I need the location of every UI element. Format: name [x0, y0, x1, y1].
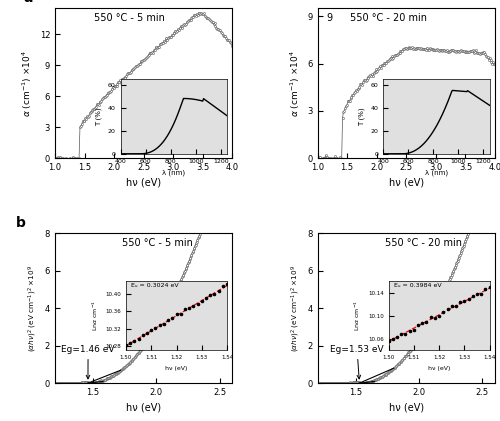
X-axis label: hν (eV): hν (eV)	[388, 178, 424, 188]
X-axis label: hν (eV): hν (eV)	[388, 402, 424, 413]
Text: 550 °C - 20 min: 550 °C - 20 min	[350, 13, 426, 23]
Y-axis label: $\alpha$ (cm$^{-1}$) $\times$10$^4$: $\alpha$ (cm$^{-1}$) $\times$10$^4$	[20, 50, 34, 117]
Text: 550 °C - 5 min: 550 °C - 5 min	[94, 13, 165, 23]
Y-axis label: $(\alpha h\nu)^2$ (eV cm$^{-1}$)$^2$ $\times$10$^9$: $(\alpha h\nu)^2$ (eV cm$^{-1}$)$^2$ $\t…	[27, 265, 39, 352]
Text: 550 °C - 5 min: 550 °C - 5 min	[122, 238, 194, 248]
Y-axis label: $(\alpha h\nu)^2$ (eV cm$^{-1}$)$^2$ $\times$10$^9$: $(\alpha h\nu)^2$ (eV cm$^{-1}$)$^2$ $\t…	[290, 265, 302, 352]
Text: a: a	[23, 0, 32, 5]
Text: Eg=1.46 eV: Eg=1.46 eV	[62, 345, 115, 379]
X-axis label: hν (eV): hν (eV)	[126, 402, 162, 413]
Text: 550 °C - 20 min: 550 °C - 20 min	[385, 238, 462, 248]
Y-axis label: $\alpha$ (cm$^{-1}$) $\times$10$^4$: $\alpha$ (cm$^{-1}$) $\times$10$^4$	[288, 50, 302, 117]
Text: Eg=1.53 eV: Eg=1.53 eV	[330, 345, 384, 379]
X-axis label: hν (eV): hν (eV)	[126, 178, 162, 188]
Text: b: b	[16, 216, 26, 230]
Text: 9: 9	[326, 13, 332, 23]
